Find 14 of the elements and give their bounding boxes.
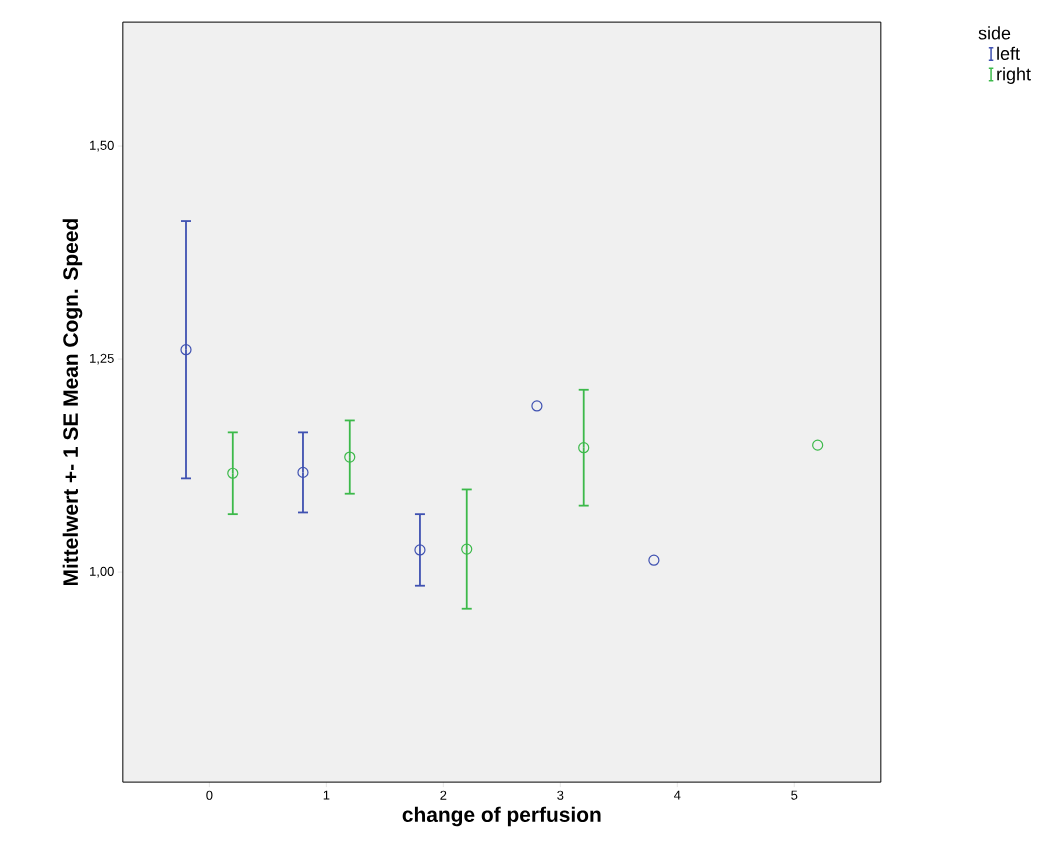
x-tick-label: 4 [673,790,681,800]
y-tick-label: 1,25 [90,353,114,365]
x-tick-label: 5 [791,790,798,800]
y-axis-title: Mittelwert +- 1 SE Mean Cogn. Speed [62,219,83,586]
x-tick-label: 0 [206,790,213,800]
y-tick-label: 1,00 [90,566,114,578]
legend-label: left [997,46,1020,60]
legend-title: side [978,26,1011,40]
x-tick-label: 2 [440,790,447,800]
legend-label: right [997,67,1031,84]
x-tick-label: 3 [557,790,564,800]
y-tick-label: 1,50 [90,140,114,152]
x-axis-title: change of perfusion [402,806,601,827]
x-tick-label: 1 [323,790,330,800]
